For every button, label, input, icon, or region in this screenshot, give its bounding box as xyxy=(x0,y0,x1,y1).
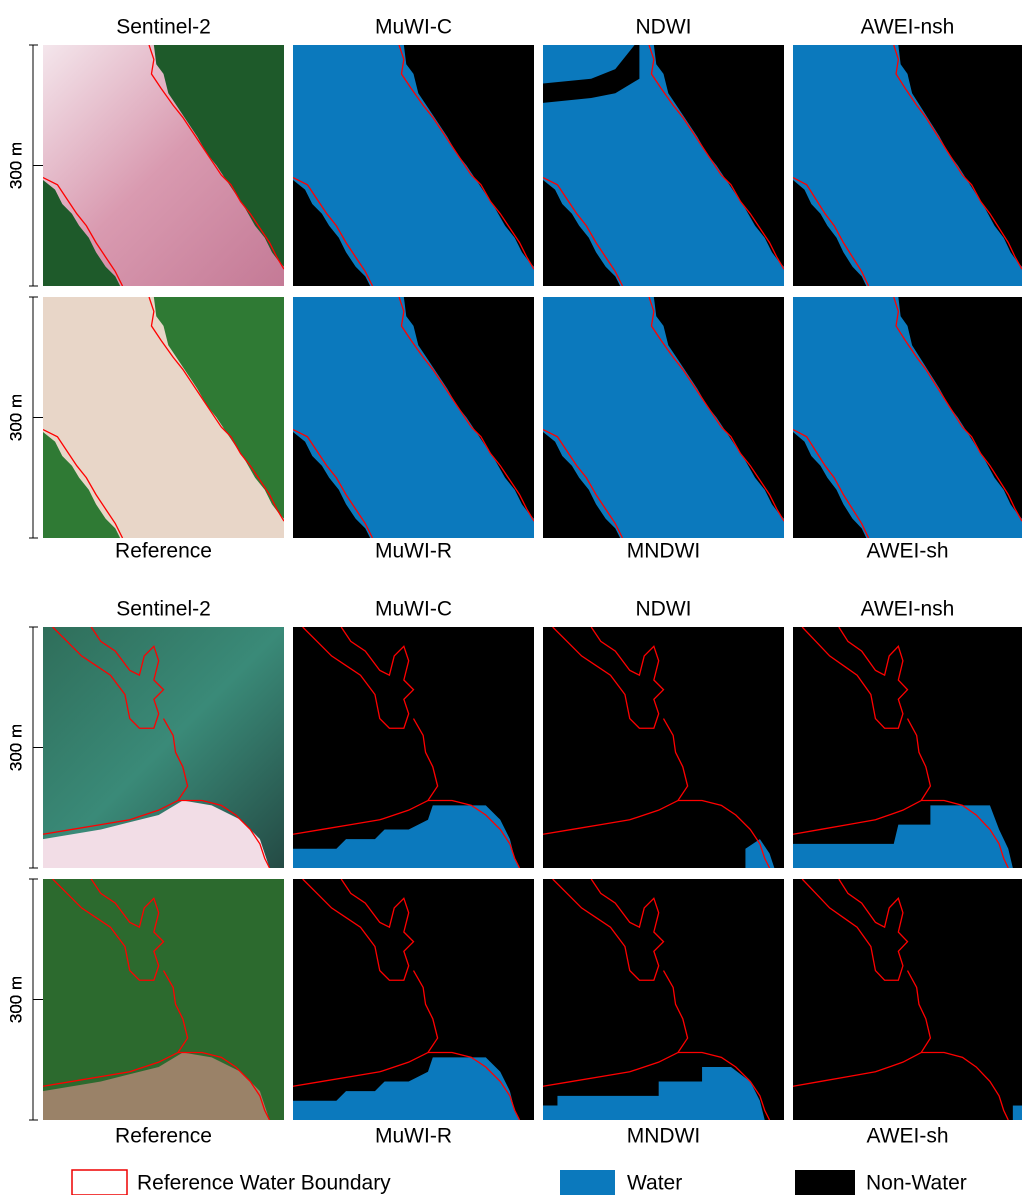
panel-caption: MuWI-R xyxy=(375,1125,452,1148)
panel xyxy=(43,879,284,1120)
panel xyxy=(43,297,284,538)
legend-label: Reference Water Boundary xyxy=(137,1172,391,1195)
legend-boundary-swatch xyxy=(72,1170,127,1195)
panel-title: AWEI-nsh xyxy=(861,16,955,39)
panel xyxy=(293,45,534,286)
panel xyxy=(43,45,284,286)
panel-caption: Reference xyxy=(115,1125,212,1148)
figure: Reference Water Boundary Water Non-Water… xyxy=(0,0,1022,1195)
legend-nonwater-swatch xyxy=(795,1170,855,1195)
panel xyxy=(43,627,284,868)
panel-caption: AWEI-sh xyxy=(866,1125,948,1148)
panel xyxy=(543,45,784,286)
legend-label: Water xyxy=(627,1172,682,1195)
panel xyxy=(543,297,784,538)
non-water xyxy=(543,627,784,868)
scale-label: 300 m xyxy=(6,976,25,1023)
panel xyxy=(793,297,1022,538)
panel-title: Sentinel-2 xyxy=(116,16,211,39)
panel-caption: MNDWI xyxy=(627,1125,700,1148)
panel-caption: Reference xyxy=(115,540,212,563)
panel-caption: MNDWI xyxy=(627,540,700,563)
panel xyxy=(543,879,784,1120)
panel xyxy=(293,627,534,868)
legend-water-swatch xyxy=(560,1170,615,1195)
panel xyxy=(293,879,534,1120)
panel xyxy=(793,627,1022,868)
panel xyxy=(793,45,1022,286)
water xyxy=(1013,1106,1022,1120)
panel-title: NDWI xyxy=(636,598,692,621)
scale-label: 300 m xyxy=(6,394,25,441)
panel-caption: MuWI-R xyxy=(375,540,452,563)
panel-title: AWEI-nsh xyxy=(861,598,955,621)
panel xyxy=(543,627,784,868)
panel-caption: AWEI-sh xyxy=(866,540,948,563)
panel-title: NDWI xyxy=(636,16,692,39)
scale-label: 300 m xyxy=(6,724,25,771)
panel-title: MuWI-C xyxy=(375,598,452,621)
non-water xyxy=(793,879,1022,1120)
panel xyxy=(293,297,534,538)
panel-title: MuWI-C xyxy=(375,16,452,39)
scale-label: 300 m xyxy=(6,142,25,189)
panel-title: Sentinel-2 xyxy=(116,598,211,621)
panel xyxy=(793,879,1022,1120)
legend: Reference Water Boundary Water Non-Water xyxy=(72,1170,967,1195)
legend-label: Non-Water xyxy=(866,1172,967,1195)
